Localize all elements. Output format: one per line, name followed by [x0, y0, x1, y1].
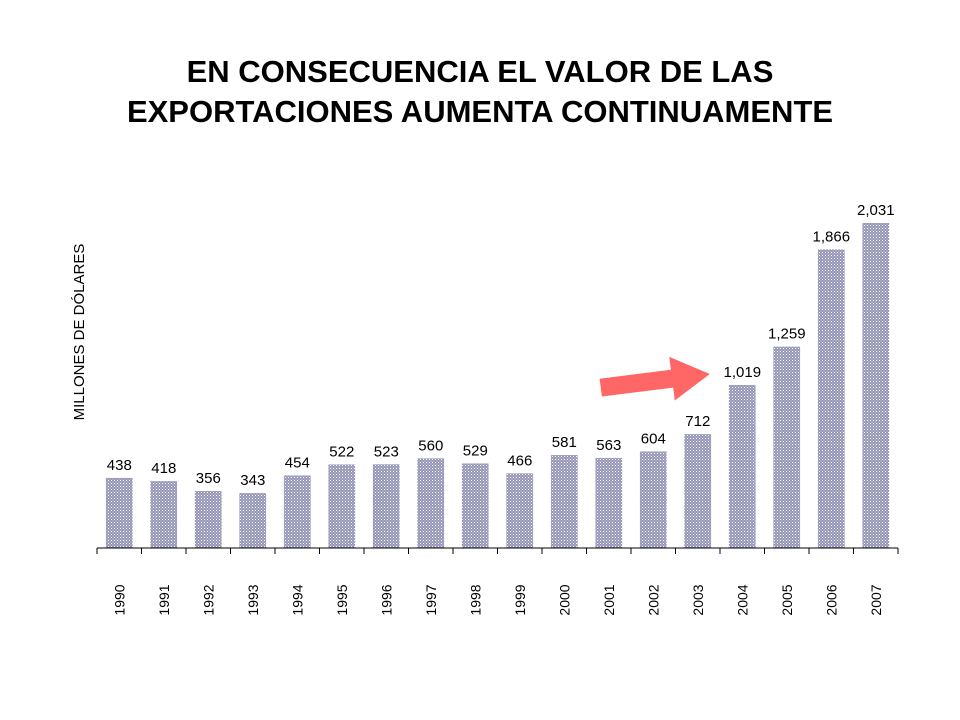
bar-1991 [150, 481, 178, 548]
title-line-2: EXPORTACIONES AUMENTA CONTINUAMENTE [126, 94, 834, 129]
value-label-2004: 1,019 [724, 364, 762, 381]
tick-label-2007: 2007 [868, 584, 884, 615]
y-axis-label: MILLONES DE DÓLARES [71, 244, 88, 421]
bar-1992 [194, 491, 222, 548]
bar-1994 [283, 475, 311, 548]
tick-label-1991: 1991 [156, 584, 172, 615]
tick-label-1993: 1993 [245, 584, 261, 615]
bar-1999 [506, 473, 534, 548]
trend-arrow [599, 356, 710, 401]
tick-label-1997: 1997 [423, 584, 439, 615]
tick-label-2001: 2001 [601, 584, 617, 615]
tick-label-1996: 1996 [378, 584, 394, 615]
bar-2007 [862, 223, 890, 548]
bar-2001 [595, 457, 623, 548]
value-label-1990: 438 [107, 457, 132, 474]
tick-label-1992: 1992 [200, 584, 216, 615]
value-label-1994: 454 [285, 454, 310, 471]
value-label-2007: 2,031 [857, 202, 895, 219]
tick-label-1994: 1994 [289, 584, 305, 615]
value-label-2005: 1,259 [768, 326, 806, 343]
tick-label-2003: 2003 [690, 584, 706, 615]
value-label-2002: 604 [641, 430, 666, 447]
bar-2004 [728, 385, 756, 548]
value-label-2000: 581 [552, 434, 577, 451]
tick-label-1998: 1998 [467, 584, 483, 615]
value-label-2001: 563 [596, 437, 621, 454]
bar-2003 [684, 434, 712, 548]
tick-label-1990: 1990 [111, 584, 127, 615]
value-labels-layer: 438 418 356 343 454 522 523 560 529 466 581 563 604 7… [107, 202, 895, 489]
bar-1996 [372, 464, 400, 548]
value-label-2003: 712 [685, 413, 710, 430]
bar-1998 [461, 463, 489, 548]
bar-1997 [417, 458, 445, 548]
value-label-1997: 560 [418, 437, 443, 454]
tick-label-2005: 2005 [779, 584, 795, 615]
bar-1993 [239, 493, 267, 548]
bar-2000 [550, 455, 578, 548]
bar-1995 [328, 464, 356, 548]
value-label-1992: 356 [196, 470, 221, 487]
tick-label-2006: 2006 [823, 584, 839, 615]
bar-2005 [773, 346, 801, 548]
bar-2006 [817, 249, 845, 548]
slide-title: EN CONSECUENCIA EL VALOR DE LAS EXPORTAC… [0, 52, 960, 132]
tick-label-2004: 2004 [734, 584, 750, 615]
trend-arrow-shape [599, 356, 710, 401]
value-label-2006: 1,866 [813, 228, 851, 245]
tick-label-2002: 2002 [645, 584, 661, 615]
title-line-1: EN CONSECUENCIA EL VALOR DE LAS [186, 54, 774, 89]
tick-label-2000: 2000 [556, 584, 572, 615]
value-label-1993: 343 [240, 472, 265, 489]
tick-label-1999: 1999 [512, 584, 528, 615]
value-label-1998: 529 [463, 442, 488, 459]
bar-2002 [639, 451, 667, 548]
value-label-1991: 418 [151, 460, 176, 477]
value-label-1996: 523 [374, 443, 399, 460]
bars-layer [105, 223, 890, 548]
bar-1990 [105, 477, 133, 548]
x-tick-labels: 1990 1991 1992 1993 1994 1995 1996 1997 1998 1999… [111, 584, 884, 615]
value-label-1995: 522 [329, 444, 354, 461]
value-label-1999: 466 [507, 452, 532, 469]
x-axis [96, 547, 899, 554]
tick-label-1995: 1995 [334, 584, 350, 615]
